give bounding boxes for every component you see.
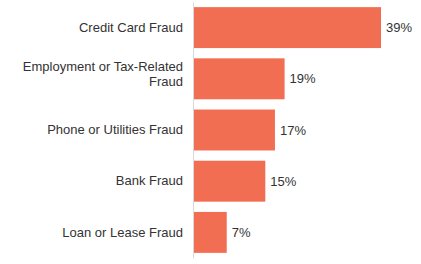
- chart: Credit Card Fraud Employment or Tax-Relat…: [0, 0, 421, 264]
- data-label: 19%: [290, 71, 316, 86]
- axis-line: [193, 3, 194, 259]
- bar: [193, 212, 227, 253]
- category-label: Bank Fraud: [116, 173, 183, 188]
- category-label: Credit Card Fraud: [79, 20, 183, 35]
- category-label: Phone or Utilities Fraud: [47, 122, 183, 137]
- data-label: 15%: [270, 174, 296, 189]
- bars: [193, 7, 381, 253]
- bar: [193, 58, 285, 99]
- bar: [193, 7, 381, 48]
- data-label: 7%: [232, 225, 251, 240]
- plot: Credit Card Fraud Employment or Tax-Relat…: [23, 3, 413, 259]
- bar: [193, 110, 275, 151]
- tick: Loan or Lease Fraud: [62, 225, 193, 240]
- tick: Credit Card Fraud: [79, 20, 193, 35]
- tick: Phone or Utilities Fraud: [47, 122, 193, 137]
- category-label: Employment or Tax-RelatedFraud: [23, 59, 183, 89]
- data-label: 17%: [280, 123, 306, 138]
- tick: Employment or Tax-RelatedFraud: [23, 59, 193, 89]
- category-label: Loan or Lease Fraud: [62, 225, 183, 240]
- tick: Bank Fraud: [116, 173, 193, 188]
- bar: [193, 161, 265, 202]
- y-axis: Credit Card Fraud Employment or Tax-Relat…: [23, 3, 194, 259]
- data-labels: 39% 19% 17% 15% 7%: [232, 20, 413, 240]
- data-label: 39%: [386, 20, 412, 35]
